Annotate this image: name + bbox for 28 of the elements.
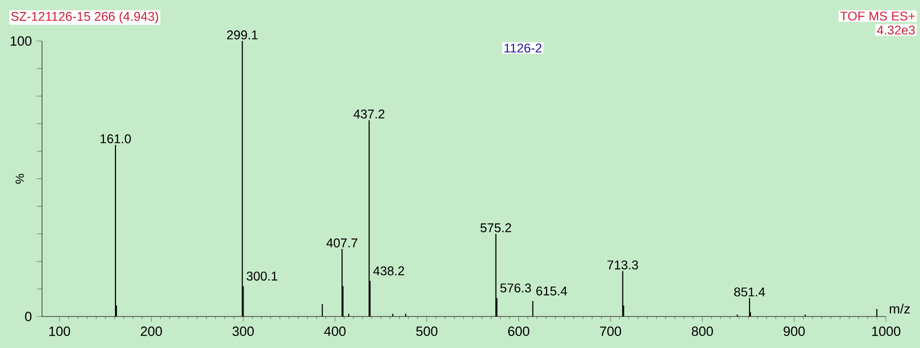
annotation: 438.2 — [373, 266, 404, 276]
annotation: 437.2 — [354, 110, 384, 118]
x-tick-label: 800 — [692, 326, 713, 336]
annotation: 615.4 — [536, 286, 568, 296]
x-tick-label: 500 — [416, 326, 438, 336]
annotation: 713.3 — [608, 260, 638, 270]
x-tick-label: 300 — [232, 326, 254, 336]
x-tick-label: 100 — [49, 326, 70, 336]
annotation: 299.1 — [227, 30, 258, 40]
x-tick-label: 900 — [784, 326, 805, 336]
annotation: 161.0 — [100, 134, 131, 144]
x-tick-label: 1000 — [872, 326, 900, 336]
annotation: 575.2 — [480, 223, 512, 232]
x-tick-label: 600 — [508, 326, 530, 336]
annotation: 300.1 — [246, 272, 278, 281]
y-tick-label: 0 — [25, 312, 32, 322]
x-axis-title: m/z — [890, 304, 910, 314]
annotation: 576.3 — [500, 283, 531, 292]
x-tick-label: 400 — [324, 326, 346, 336]
annotation: 407.7 — [326, 238, 358, 248]
text: TOF MS ES+ — [840, 12, 915, 21]
x-tick-label: 200 — [140, 326, 162, 336]
chart-subtitle: 1126-2 — [504, 44, 542, 53]
y-axis-title: % — [16, 174, 24, 184]
annotation: 851.4 — [734, 287, 766, 296]
chart-title: SZ-121126-15 266 (4.943) — [11, 12, 158, 24]
text: 4.32e3 — [876, 26, 915, 35]
x-tick-label: 700 — [600, 326, 622, 336]
